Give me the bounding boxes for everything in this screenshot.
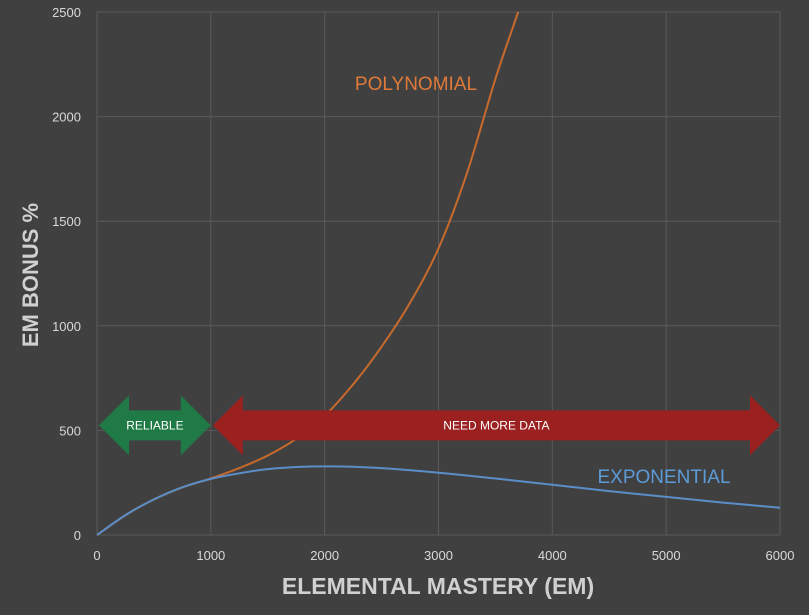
x-tick-label: 5000 [652,548,681,563]
series-label-exponential: EXPONENTIAL [597,467,730,488]
x-tick-label: 4000 [538,548,567,563]
x-axis-title: ELEMENTAL MASTERY (EM) [282,573,594,599]
y-tick-label: 2500 [52,5,81,20]
arrow-label-reliable: RELIABLE [126,418,183,432]
arrow-need-more-data [212,395,781,456]
y-tick-label: 1500 [52,214,81,229]
series-label-polynomial: POLYNOMIAL [355,74,477,95]
x-tick-label: 6000 [766,548,795,563]
y-tick-label: 2000 [52,110,81,125]
arrow-label-need-more-data: NEED MORE DATA [443,418,549,432]
x-tick-label: 3000 [424,548,453,563]
y-tick-label: 0 [74,528,81,543]
x-tick-label: 2000 [310,548,339,563]
tick-labels: 0 500 1000 1500 2000 2500 0 1000 2000 3000 4000 500… [52,5,794,563]
series-line-exponential [96,465,781,536]
x-tick-label: 0 [93,548,100,563]
grid [96,11,781,536]
arrow-reliable [99,395,211,456]
y-tick-label: 500 [59,423,81,438]
range-arrows: RELIABLE NEED MORE DATA [99,395,781,456]
y-axis-title: EM BONUS % [18,203,43,347]
y-tick-label: 1000 [52,319,81,334]
x-tick-label: 1000 [196,548,225,563]
